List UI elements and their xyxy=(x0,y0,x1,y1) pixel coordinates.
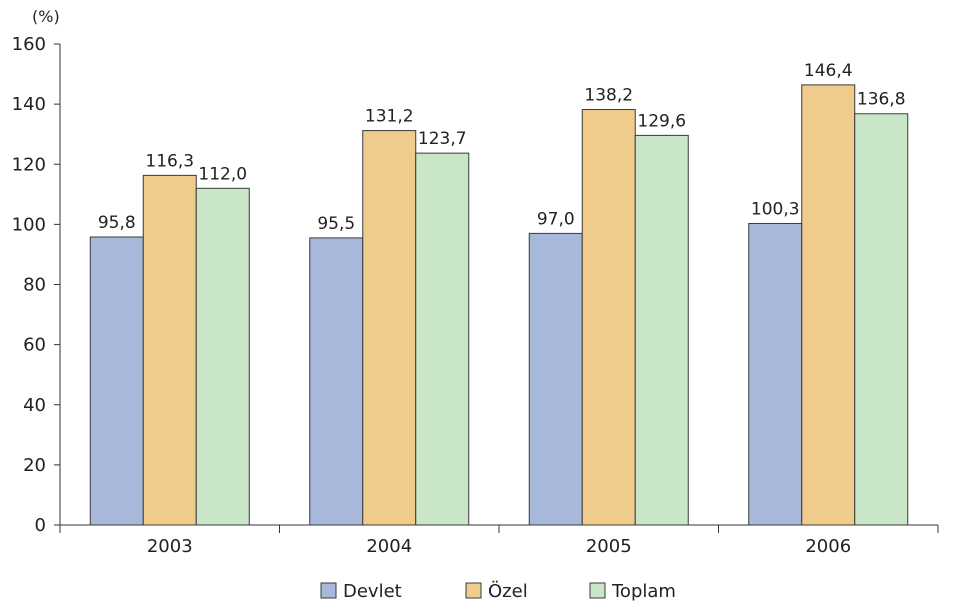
y-tick-label: 100 xyxy=(12,214,46,235)
x-category-label: 2004 xyxy=(366,536,412,557)
bar-value-label: 129,6 xyxy=(637,111,686,131)
x-category-label: 2006 xyxy=(805,536,851,557)
bar-value-label: 116,3 xyxy=(145,151,194,171)
legend-label-devlet: Devlet xyxy=(343,581,402,602)
bar-value-label: 100,3 xyxy=(751,199,800,219)
y-tick-label: 160 xyxy=(12,34,46,55)
legend-label-özel: Özel xyxy=(488,580,528,602)
bar-toplam-2004 xyxy=(415,152,470,526)
bar-toplam-2006 xyxy=(854,113,909,526)
bar-value-label: 146,4 xyxy=(804,61,853,81)
bar-value-label: 123,7 xyxy=(418,129,467,149)
y-tick-label: 0 xyxy=(35,515,46,536)
bar-özel-2003 xyxy=(142,174,197,526)
legend-label-toplam: Toplam xyxy=(611,581,676,602)
bar-value-label: 97,0 xyxy=(537,209,575,229)
x-category-label: 2005 xyxy=(586,536,632,557)
y-tick-label: 140 xyxy=(12,94,46,115)
y-tick-label: 60 xyxy=(23,335,46,356)
x-axis: 2003 2004 2005 2006 xyxy=(59,524,939,557)
legend-swatch-özel xyxy=(465,582,482,599)
legend-swatch-devlet xyxy=(320,582,337,599)
y-axis-unit-label: (%) xyxy=(32,7,60,26)
bar-özel-2004 xyxy=(362,130,417,526)
bar-özel-2006 xyxy=(801,84,856,526)
y-tick-label: 40 xyxy=(23,395,46,416)
bar-devlet-2006 xyxy=(748,222,803,526)
x-category-label: 2003 xyxy=(147,536,193,557)
y-tick-label: 80 xyxy=(23,275,46,296)
legend: Devlet Özel Toplam xyxy=(320,580,676,602)
bar-value-label: 136,8 xyxy=(857,90,906,110)
bar-value-label: 138,2 xyxy=(584,86,633,106)
bar-value-label: 95,8 xyxy=(98,213,136,233)
bar-devlet-2005 xyxy=(528,232,583,526)
bar-devlet-2004 xyxy=(309,237,364,526)
bar-özel-2005 xyxy=(581,109,636,526)
y-axis: 0 20 40 60 80 100 120 140 160 xyxy=(12,34,61,536)
bar-value-label: 112,0 xyxy=(198,164,247,184)
bar-devlet-2003 xyxy=(89,236,144,526)
y-tick-label: 120 xyxy=(12,154,46,175)
bar-value-label: 95,5 xyxy=(317,214,355,234)
legend-swatch-toplam xyxy=(589,582,606,599)
y-tick-label: 20 xyxy=(23,455,46,476)
bar-value-label: 131,2 xyxy=(365,107,414,127)
bar-toplam-2005 xyxy=(634,134,689,526)
bar-toplam-2003 xyxy=(195,187,250,526)
